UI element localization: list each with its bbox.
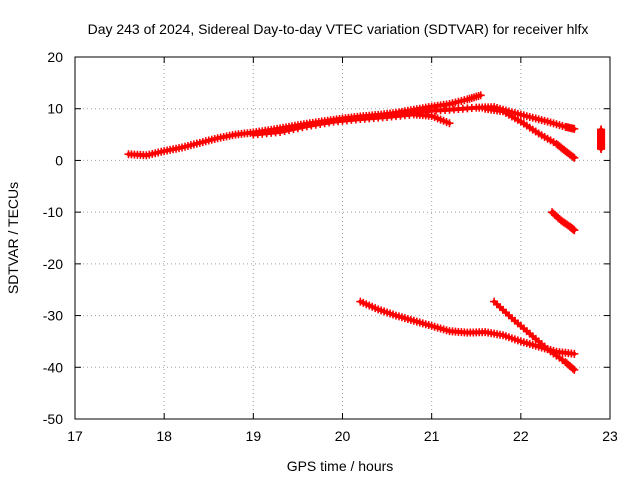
y-tick-label: 20 [47,49,63,65]
data-point-marker [289,125,298,134]
x-tick-label: 21 [424,428,440,444]
data-point-marker [597,145,606,154]
data-point-marker [280,127,289,136]
data-point-marker [570,124,579,133]
data-point-marker [476,91,485,100]
y-tick-label: -20 [43,256,63,272]
data-point-marker [293,124,302,133]
y-tick-label: 10 [47,101,63,117]
series-track-7 [356,297,579,358]
series-track-8 [490,297,579,374]
tick-layer: 17 18 19 20 21 22 23 20 10 0 -10 -20 -30 -40 -50 [43,49,618,444]
data-point-marker [570,365,579,374]
y-tick-label: 0 [55,152,63,168]
data-point-marker [276,127,285,136]
series-track-2 [249,110,454,139]
data-layer [124,91,606,374]
data-point-marker [570,349,579,358]
data-point-marker [570,153,579,162]
chart-title: Day 243 of 2024, Sidereal Day-to-day VTE… [88,21,589,37]
x-tick-label: 17 [67,428,83,444]
x-axis-label: GPS time / hours [287,458,394,474]
data-point-marker [570,226,579,235]
y-tick-label: -50 [43,411,63,427]
x-tick-label: 19 [246,428,262,444]
data-point-marker [298,123,307,132]
data-point-marker [285,126,293,135]
y-tick-label: -30 [43,308,63,324]
series-track-4 [481,104,579,162]
series-track-6 [548,208,579,235]
data-point-marker [568,364,577,373]
data-point-marker [568,152,577,161]
x-tick-label: 18 [156,428,172,444]
y-axis-label: SDTVAR / TECUs [5,182,21,294]
series-track-5 [597,125,606,154]
x-tick-label: 20 [335,428,351,444]
y-tick-label: -10 [43,204,63,220]
y-tick-label: -40 [43,359,63,375]
x-tick-label: 23 [602,428,618,444]
x-tick-label: 22 [513,428,529,444]
data-point-marker [445,119,454,128]
